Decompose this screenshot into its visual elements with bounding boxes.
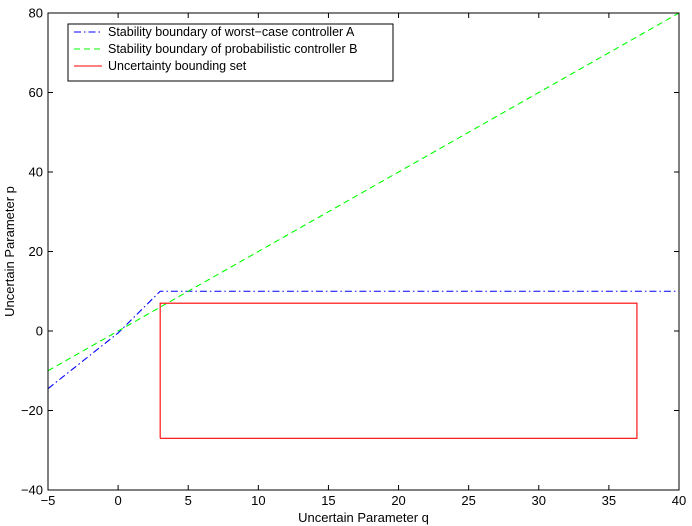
y-axis-label: Uncertain Parameter p xyxy=(2,186,17,317)
legend: Stability boundary of worst−case control… xyxy=(67,23,394,82)
y-tick-label: 80 xyxy=(29,6,43,21)
x-tick-label: 35 xyxy=(602,493,616,508)
legend-label-3: Uncertainty bounding set xyxy=(108,59,247,73)
x-tick-label: −5 xyxy=(41,493,56,508)
x-tick-label: 20 xyxy=(391,493,405,508)
x-axis-label: Uncertain Parameter q xyxy=(298,510,429,525)
series-line-2 xyxy=(47,12,680,372)
y-tick-label: 0 xyxy=(36,324,43,339)
x-tick-label: 15 xyxy=(321,493,335,508)
x-axis-ticks: −5 0 5 10 15 20 25 30 35 40 xyxy=(41,13,686,508)
legend-label-2: Stability boundary of probabilistic cont… xyxy=(108,42,357,56)
x-tick-label: 0 xyxy=(114,493,121,508)
x-tick-label: 5 xyxy=(185,493,192,508)
y-tick-label: 60 xyxy=(29,85,43,100)
y-tick-label: −20 xyxy=(21,403,43,418)
y-tick-label: 40 xyxy=(29,165,43,180)
series-line-1 xyxy=(47,290,679,390)
series-line-3 xyxy=(159,302,638,439)
x-tick-label: 10 xyxy=(251,493,265,508)
x-tick-label: 30 xyxy=(532,493,546,508)
legend-box xyxy=(67,23,394,82)
series-layer xyxy=(47,12,680,439)
y-tick-label: −40 xyxy=(21,483,43,498)
plot-frame xyxy=(47,12,680,491)
legend-label-1: Stability boundary of worst−case control… xyxy=(108,25,355,39)
y-tick-label: 20 xyxy=(29,244,43,259)
x-tick-label: 25 xyxy=(461,493,475,508)
x-tick-label: 40 xyxy=(672,493,686,508)
